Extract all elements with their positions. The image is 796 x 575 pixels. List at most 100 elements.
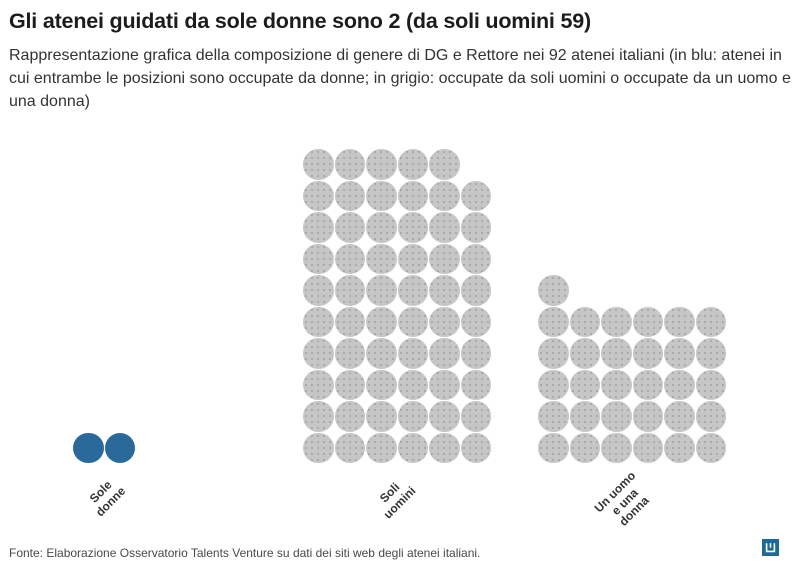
category-label: Soli uomini	[376, 479, 419, 522]
unit-dot	[538, 275, 569, 306]
unit-dot	[366, 369, 397, 400]
unit-dot	[460, 432, 491, 463]
datawrapper-logo[interactable]	[762, 539, 779, 556]
unit-dot	[429, 432, 460, 463]
unit-dot	[366, 243, 397, 274]
unit-dot	[460, 212, 491, 243]
unit-dot	[429, 369, 460, 400]
unit-dot	[303, 180, 334, 211]
unit-dot	[334, 243, 365, 274]
unit-dot	[303, 149, 334, 180]
unit-dot	[632, 306, 663, 337]
unit-dot	[695, 432, 726, 463]
datawrapper-logo-icon	[762, 539, 779, 556]
unit-dot	[303, 275, 334, 306]
unit-dot	[303, 243, 334, 274]
unit-dot	[695, 369, 726, 400]
unit-dot	[334, 275, 365, 306]
unit-dot	[569, 401, 600, 432]
unit-dot	[429, 180, 460, 211]
unit-dot	[366, 212, 397, 243]
unit-dot	[460, 369, 491, 400]
unit-dot	[601, 432, 632, 463]
unit-dot	[601, 369, 632, 400]
unit-dot	[397, 149, 428, 180]
unit-dot	[366, 275, 397, 306]
unit-dot	[334, 180, 365, 211]
unit-dot	[334, 401, 365, 432]
chart-title: Gli atenei guidati da sole donne sono 2 …	[9, 9, 591, 33]
unit-dot	[366, 338, 397, 369]
unit-dot	[632, 338, 663, 369]
unit-dot	[632, 401, 663, 432]
unit-dot	[664, 369, 695, 400]
unit-dot	[695, 401, 726, 432]
unit-dot	[538, 401, 569, 432]
unit-dot	[397, 212, 428, 243]
unit-dot	[429, 338, 460, 369]
unit-dot	[569, 432, 600, 463]
unit-dot	[538, 432, 569, 463]
unit-dot	[632, 369, 663, 400]
unit-dot	[397, 275, 428, 306]
unit-dot	[601, 401, 632, 432]
unit-dot	[664, 401, 695, 432]
unit-dot	[397, 180, 428, 211]
unit-dot	[334, 212, 365, 243]
unit-dot	[538, 338, 569, 369]
unit-dot	[366, 306, 397, 337]
unit-dot	[397, 306, 428, 337]
unit-dot	[538, 369, 569, 400]
unit-dot	[397, 369, 428, 400]
unit-dot	[303, 401, 334, 432]
unit-dot	[460, 275, 491, 306]
unit-dot	[366, 432, 397, 463]
unit-dot	[334, 369, 365, 400]
unit-dot	[695, 306, 726, 337]
source-note: Fonte: Elaborazione Osservatorio Talents…	[9, 546, 481, 560]
unit-dot	[664, 432, 695, 463]
category-label: Sole donne	[86, 477, 128, 519]
unit-dot	[460, 243, 491, 274]
unit-dot	[460, 401, 491, 432]
unit-dot	[601, 338, 632, 369]
unit-dot	[366, 401, 397, 432]
unit-dot	[429, 401, 460, 432]
unit-dot	[460, 180, 491, 211]
unit-dot	[303, 338, 334, 369]
unit-dot	[397, 338, 428, 369]
unit-dot	[695, 338, 726, 369]
unit-dot	[397, 401, 428, 432]
unit-dot	[397, 432, 428, 463]
chart-subtitle: Rappresentazione grafica della composizi…	[9, 47, 791, 110]
unit-dot	[632, 432, 663, 463]
category-label: Un uomo e una donna	[591, 468, 652, 529]
unit-dot	[538, 306, 569, 337]
unit-dot	[303, 212, 334, 243]
unit-dot	[569, 338, 600, 369]
unit-dot	[429, 212, 460, 243]
unit-dot	[429, 275, 460, 306]
unit-dot	[73, 432, 104, 463]
unit-dot	[460, 306, 491, 337]
unit-dot	[303, 369, 334, 400]
unit-dot	[569, 306, 600, 337]
unit-dot	[334, 432, 365, 463]
unit-dot	[303, 432, 334, 463]
unit-dot	[429, 243, 460, 274]
unit-dot	[601, 306, 632, 337]
unit-dot	[303, 306, 334, 337]
unit-dot	[664, 306, 695, 337]
unit-dot	[397, 243, 428, 274]
unit-dot	[334, 149, 365, 180]
unit-dot	[664, 338, 695, 369]
unit-dot	[104, 432, 135, 463]
unit-dot	[334, 338, 365, 369]
unit-dot	[429, 306, 460, 337]
unit-dot	[334, 306, 365, 337]
unit-dot	[366, 180, 397, 211]
unit-dot	[460, 338, 491, 369]
unit-dot	[366, 149, 397, 180]
